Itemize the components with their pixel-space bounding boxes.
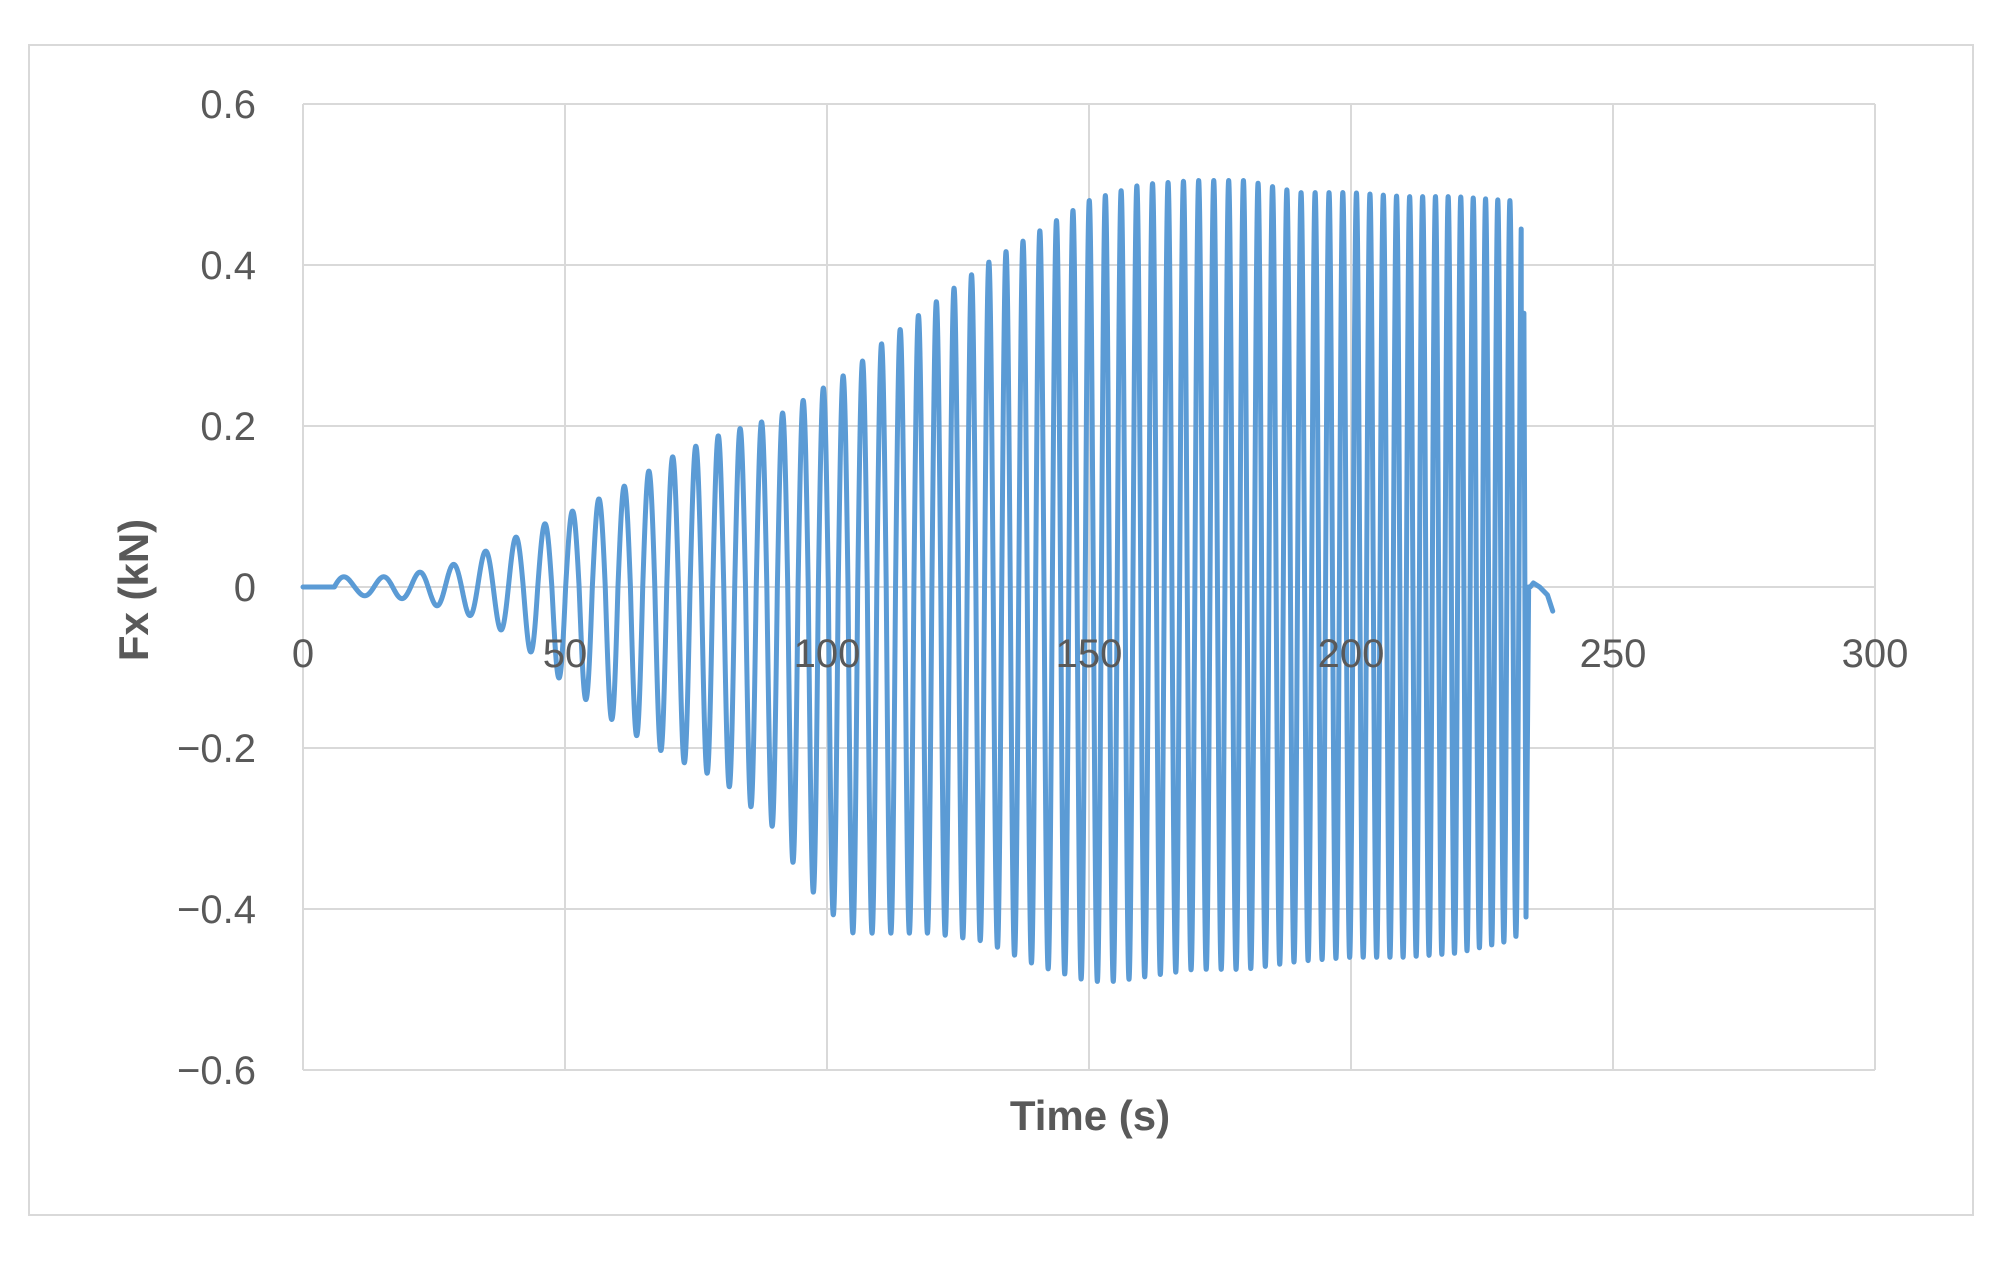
y-tick-label: −0.6: [177, 1049, 256, 1093]
y-tick-label: −0.4: [177, 888, 256, 932]
series-line-fx: [300, 178, 1556, 984]
y-tick-label: 0.2: [200, 405, 256, 449]
x-tick-label: 250: [1580, 632, 1647, 676]
x-tick-label: 100: [794, 632, 861, 676]
x-tick-label: 50: [543, 632, 588, 676]
x-tick-label: 300: [1842, 632, 1909, 676]
y-axis-ticks: 0.6 0.4 0.2 0 −0.2 −0.4 −0.6: [177, 83, 256, 1093]
series-layer: [300, 178, 1556, 984]
x-tick-label: 0: [292, 632, 314, 676]
x-axis-title: Time (s): [1010, 1092, 1170, 1139]
x-axis-ticks: 0 50 100 150 200 250 300: [292, 632, 1909, 676]
y-tick-label: −0.2: [177, 727, 256, 771]
x-tick-label: 150: [1056, 632, 1123, 676]
y-tick-label: 0.4: [200, 244, 256, 288]
y-tick-label: 0.6: [200, 83, 256, 127]
y-axis-title: Fx (kN): [110, 519, 157, 661]
y-tick-label: 0: [234, 566, 256, 610]
x-tick-label: 200: [1318, 632, 1385, 676]
